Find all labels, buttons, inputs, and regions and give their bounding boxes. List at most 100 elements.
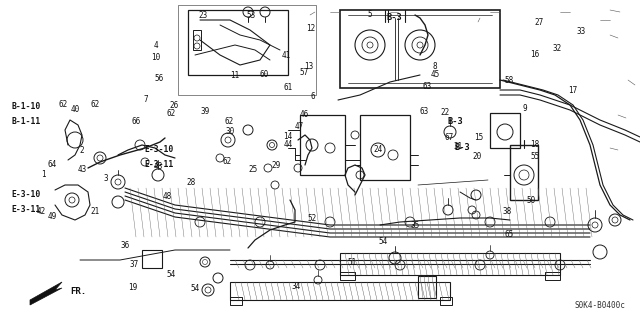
Text: 67: 67: [445, 133, 454, 142]
Bar: [418, 276, 436, 298]
Text: 50: 50: [527, 197, 536, 205]
Text: 44: 44: [284, 140, 292, 149]
Text: 54: 54: [191, 284, 200, 293]
Text: 63: 63: [419, 107, 428, 115]
Text: 14: 14: [284, 132, 292, 141]
Text: 26: 26: [170, 101, 179, 110]
Text: 28: 28: [186, 178, 195, 187]
Text: 8: 8: [433, 62, 438, 71]
Text: 17: 17: [568, 86, 577, 95]
Text: 33: 33: [577, 27, 586, 36]
Text: 3: 3: [103, 174, 108, 183]
Text: 27: 27: [534, 18, 543, 27]
Text: 47: 47: [295, 122, 304, 131]
Bar: [545, 272, 560, 280]
Text: B-1-11: B-1-11: [12, 117, 41, 126]
Text: 58: 58: [504, 76, 513, 85]
Text: 24: 24: [373, 145, 382, 154]
Text: B-3: B-3: [454, 143, 470, 152]
Bar: [340, 272, 355, 280]
Text: 18: 18: [531, 140, 540, 149]
Text: 5: 5: [367, 10, 372, 19]
Text: 1: 1: [41, 170, 46, 179]
Text: 13: 13: [304, 63, 313, 71]
Text: 63: 63: [423, 82, 432, 91]
Text: E-3-10: E-3-10: [12, 190, 41, 199]
Text: 48: 48: [163, 192, 172, 201]
Bar: [360, 115, 410, 180]
Text: 15: 15: [474, 133, 483, 142]
Text: 62: 62: [167, 109, 176, 118]
Text: 25: 25: [248, 165, 257, 174]
Text: 39: 39: [200, 107, 209, 116]
Text: 6: 6: [310, 92, 315, 101]
Text: 57: 57: [300, 68, 308, 77]
Text: 62: 62: [223, 157, 232, 166]
Text: 22: 22: [441, 108, 450, 117]
Text: 53: 53: [246, 11, 255, 20]
Text: 56: 56: [154, 74, 163, 83]
Text: 31: 31: [454, 142, 463, 151]
Text: 29: 29: [272, 161, 281, 170]
Text: B-3: B-3: [448, 117, 464, 126]
Text: 19: 19: [129, 283, 138, 292]
Bar: [440, 297, 452, 305]
Text: 62: 62: [58, 100, 67, 109]
Text: 46: 46: [300, 110, 308, 119]
Polygon shape: [30, 282, 62, 305]
Text: 7: 7: [143, 95, 148, 104]
Text: 21: 21: [90, 207, 99, 216]
Text: 32: 32: [552, 44, 561, 53]
Bar: [178, 5, 316, 95]
Text: 35: 35: [410, 221, 419, 230]
Text: 43: 43: [77, 165, 86, 174]
Text: 54: 54: [378, 237, 387, 246]
Bar: [193, 30, 201, 50]
Text: E-3-11: E-3-11: [144, 160, 173, 169]
Bar: [340, 10, 500, 88]
Text: 30: 30: [226, 127, 235, 136]
Text: S0K4-B0400c: S0K4-B0400c: [575, 300, 625, 309]
Text: 49: 49: [48, 212, 57, 221]
Text: 60: 60: [259, 70, 268, 79]
Text: FR.: FR.: [70, 286, 86, 295]
Text: 38: 38: [502, 207, 511, 216]
Text: 52: 52: [308, 214, 317, 223]
Text: 36: 36: [120, 241, 129, 250]
Text: 51: 51: [348, 258, 356, 267]
Bar: [490, 113, 520, 148]
Text: 62: 62: [225, 117, 234, 126]
Bar: [142, 250, 162, 268]
Text: 11: 11: [230, 71, 239, 80]
Text: 40: 40: [71, 105, 80, 114]
Text: 48: 48: [154, 162, 163, 171]
Text: 45: 45: [431, 70, 440, 78]
Text: 10: 10: [151, 53, 160, 62]
Text: 9: 9: [522, 104, 527, 113]
Text: 20: 20: [472, 152, 481, 161]
Text: 23: 23: [199, 11, 208, 20]
Text: 41: 41: [282, 51, 291, 60]
Text: 34: 34: [291, 282, 300, 291]
Bar: [510, 145, 538, 200]
Text: 12: 12: [306, 24, 315, 33]
Text: 2: 2: [79, 146, 84, 155]
Text: 62: 62: [90, 100, 99, 109]
Text: 16: 16: [531, 50, 540, 59]
Text: 42: 42: [37, 207, 46, 216]
Text: 61: 61: [284, 83, 292, 92]
Text: 66: 66: [131, 117, 140, 126]
Text: E-3-11: E-3-11: [12, 205, 41, 214]
Text: B-3: B-3: [387, 13, 403, 22]
Bar: [230, 282, 450, 300]
Bar: [188, 10, 288, 75]
Text: 37: 37: [130, 260, 139, 269]
Text: B-1-10: B-1-10: [12, 102, 41, 111]
Text: 4: 4: [153, 41, 158, 50]
Bar: [300, 115, 345, 175]
Text: E-3-10: E-3-10: [144, 145, 173, 154]
Text: 65: 65: [504, 230, 513, 239]
Text: 55: 55: [531, 152, 540, 161]
Text: 54: 54: [167, 271, 176, 279]
Bar: [340, 253, 560, 275]
